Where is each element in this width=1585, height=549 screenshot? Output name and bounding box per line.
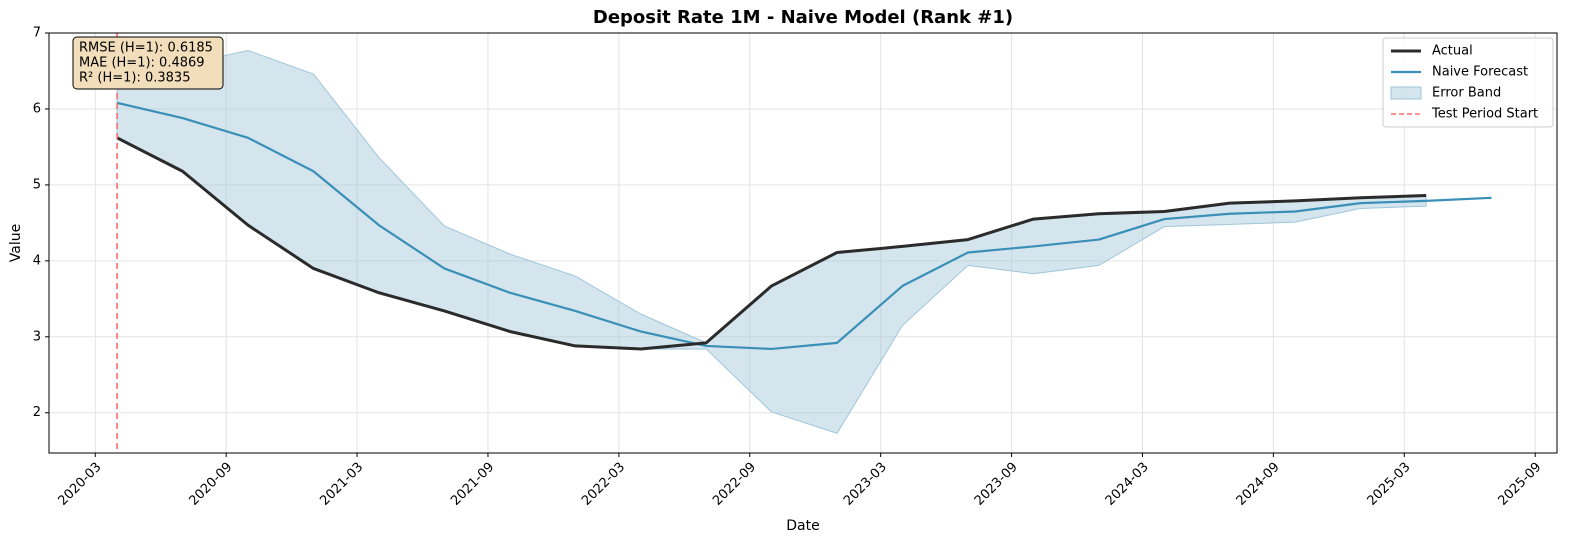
legend-box (1382, 37, 1554, 128)
x-tick-label: 2023-03 (841, 460, 890, 509)
x-tick-label: 2022-09 (710, 460, 759, 509)
legend-label: Error Band (1432, 86, 1501, 101)
series-line (116, 136, 1427, 351)
annotation-box (72, 36, 224, 90)
legend-label: Actual (1432, 44, 1473, 59)
y-tick-label: 5 (33, 177, 41, 192)
x-tick-label: 2024-09 (1234, 460, 1283, 509)
y-tick-label: 2 (33, 405, 41, 420)
chart-title: Deposit Rate 1M - Naive Model (Rank #1) (593, 7, 1013, 28)
legend-swatch (1390, 86, 1422, 100)
legend-label: Test Period Start (1431, 107, 1538, 122)
legend-label: Naive Forecast (1432, 65, 1528, 80)
x-tick-label: 2025-09 (1495, 460, 1544, 509)
y-tick-label: 4 (33, 253, 41, 268)
x-tick-label: 2020-03 (56, 460, 105, 509)
y-tick-label: 3 (33, 329, 41, 344)
x-tick-label: 2021-09 (448, 460, 497, 509)
annotation-text: RMSE (H=1): 0.6185 (79, 41, 213, 56)
plot-frame (48, 32, 1558, 454)
x-tick-label: 2025-03 (1365, 460, 1414, 509)
y-tick-label: 7 (33, 26, 41, 41)
error-band (116, 49, 1427, 434)
x-tick-label: 2021-03 (317, 460, 366, 509)
x-tick-label: 2024-03 (1103, 460, 1152, 509)
y-tick-label: 6 (33, 101, 41, 116)
annotation-text: R² (H=1): 0.3835 (79, 71, 190, 86)
series-line (116, 101, 1492, 351)
x-axis-label: Date (786, 518, 819, 534)
x-tick-label: 2020-09 (186, 460, 235, 509)
x-tick-label: 2022-03 (579, 460, 628, 509)
x-tick-label: 2023-09 (972, 460, 1021, 509)
y-axis-label: Value (8, 224, 24, 262)
annotation-text: MAE (H=1): 0.4869 (79, 56, 205, 71)
